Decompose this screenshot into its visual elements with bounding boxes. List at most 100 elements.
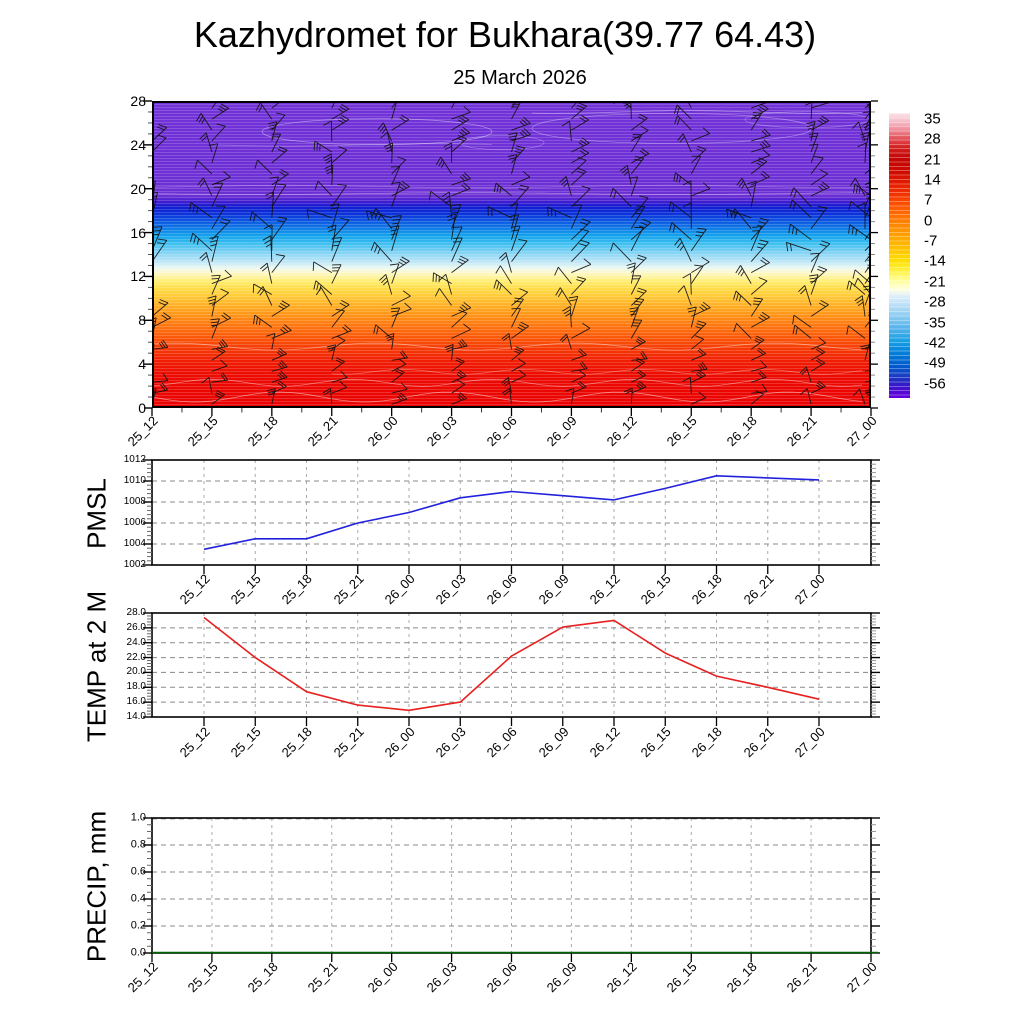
- time-label: 25_18: [278, 724, 316, 761]
- temp2m-y-tick-label: 14.0: [126, 711, 146, 722]
- time-label: 26_00: [364, 413, 401, 450]
- time-label: 26_00: [381, 571, 418, 608]
- time-label: 26_21: [740, 571, 777, 608]
- colorbar-label: -28: [924, 293, 946, 311]
- colorbar-label: 0: [924, 212, 933, 230]
- precip-y-tick-label: 0.0: [130, 946, 146, 959]
- time-label: 25_15: [227, 724, 264, 761]
- time-label: 26_03: [432, 571, 469, 608]
- time-label: 25_21: [304, 959, 341, 996]
- time-label: 26_18: [688, 571, 726, 608]
- temp2m-y-tick-label: 26.0: [126, 621, 146, 633]
- colorbar-label: -7: [924, 232, 938, 250]
- time-label: 25_15: [184, 959, 221, 996]
- main-y-tick-label: 16: [130, 224, 146, 241]
- colorbar: [889, 113, 910, 398]
- colorbar-label: 21: [924, 151, 941, 169]
- colorbar-label: 14: [924, 171, 941, 189]
- time-label: 26_00: [381, 724, 418, 761]
- pmsl-line: [203, 474, 820, 551]
- time-label: 26_15: [637, 724, 674, 761]
- time-label: 25_18: [244, 413, 281, 450]
- time-label: 26_12: [586, 724, 623, 761]
- time-label: 25_21: [304, 413, 341, 450]
- time-label: 26_15: [637, 571, 674, 608]
- pmsl-y-tick-label: 1012: [123, 454, 146, 465]
- time-label: 25_12: [124, 413, 161, 450]
- time-label: 27_00: [791, 571, 828, 608]
- time-label: 26_09: [535, 724, 572, 761]
- time-label: 25_15: [227, 571, 264, 608]
- temp2m-y-tick-label: 24.0: [126, 636, 146, 648]
- time-label: 26_21: [740, 724, 777, 761]
- time-label: 25_12: [124, 959, 161, 996]
- temp2m-y-tick-label: 16.0: [126, 696, 146, 708]
- time-label: 26_18: [723, 959, 760, 996]
- time-label: 26_18: [688, 724, 726, 761]
- time-label: 26_06: [483, 959, 521, 996]
- time-label: 26_18: [723, 413, 760, 450]
- colorbar-label: -21: [924, 273, 946, 291]
- time-label: 26_00: [364, 959, 401, 996]
- colorbar-label: -14: [924, 252, 946, 270]
- main-y-tick-label: 24: [130, 136, 146, 153]
- temp2m-line: [203, 616, 820, 712]
- time-label: 25_21: [330, 571, 367, 608]
- date-subtitle: 25 March 2026: [453, 67, 587, 89]
- pmsl-axis-title: PMSL: [81, 478, 112, 549]
- precip-y-tick-label: 0.6: [130, 865, 146, 878]
- colorbar-label: -56: [924, 375, 946, 393]
- precip-y-tick-label: 1.0: [130, 811, 146, 824]
- time-label: 25_18: [278, 571, 316, 608]
- precip-y-tick-label: 0.2: [130, 919, 146, 932]
- precip-y-tick-label: 0.4: [130, 892, 146, 905]
- main-y-tick-label: 12: [130, 268, 146, 285]
- time-label: 27_00: [791, 724, 828, 761]
- time-label: 26_21: [783, 413, 820, 450]
- colorbar-label: -42: [924, 334, 946, 352]
- time-label: 25_15: [184, 413, 221, 450]
- time-label: 26_15: [663, 959, 700, 996]
- time-label: 25_21: [330, 724, 367, 761]
- pmsl-y-tick-label: 1006: [123, 517, 146, 528]
- precip-axis-title: PRECIP, mm: [81, 810, 112, 963]
- main-y-tick-label: 8: [138, 312, 146, 329]
- time-label: 27_00: [843, 959, 880, 996]
- time-label: 26_03: [432, 724, 469, 761]
- time-label: 26_06: [483, 413, 521, 450]
- temp2m-y-tick-label: 20.0: [126, 666, 146, 678]
- main-y-tick-label: 0: [138, 400, 146, 416]
- time-label: 25_12: [176, 571, 213, 608]
- time-label: 25_12: [176, 724, 213, 761]
- main-y-tick-label: 20: [130, 180, 146, 197]
- time-label: 26_21: [783, 959, 820, 996]
- time-label: 26_15: [663, 413, 700, 450]
- wind-barbs-layer: [152, 101, 871, 408]
- temp2m-y-tick-label: 28.0: [126, 607, 146, 618]
- temp2m-y-tick-label: 22.0: [126, 651, 146, 663]
- pmsl-y-tick-label: 1010: [123, 475, 146, 486]
- colorbar-label: 28: [924, 130, 941, 148]
- time-label: 26_09: [543, 413, 581, 450]
- time-label: 27_00: [843, 413, 880, 450]
- time-label: 26_03: [424, 413, 461, 450]
- temp2m-y-tick-label: 18.0: [126, 681, 146, 693]
- colorbar-label: 35: [924, 110, 941, 128]
- time-label: 25_18: [244, 959, 281, 996]
- time-label: 26_12: [603, 959, 640, 996]
- colorbar-label: 7: [924, 191, 933, 209]
- main-y-tick-label: 28: [130, 93, 146, 109]
- precip-y-tick-label: 0.8: [130, 838, 146, 851]
- cross-section-panel: [152, 101, 871, 408]
- time-label: 26_06: [483, 571, 521, 608]
- pmsl-y-tick-label: 1008: [123, 496, 146, 507]
- main-y-tick-label: 4: [138, 356, 146, 373]
- colorbar-label: -49: [924, 354, 946, 372]
- time-label: 26_12: [603, 413, 640, 450]
- time-label: 26_12: [586, 571, 623, 608]
- time-label: 26_06: [483, 724, 521, 761]
- colorbar-label: -35: [924, 314, 946, 331]
- time-label: 26_09: [535, 571, 572, 608]
- page-title: Kazhydromet for Bukhara(39.77 64.43): [193, 14, 817, 55]
